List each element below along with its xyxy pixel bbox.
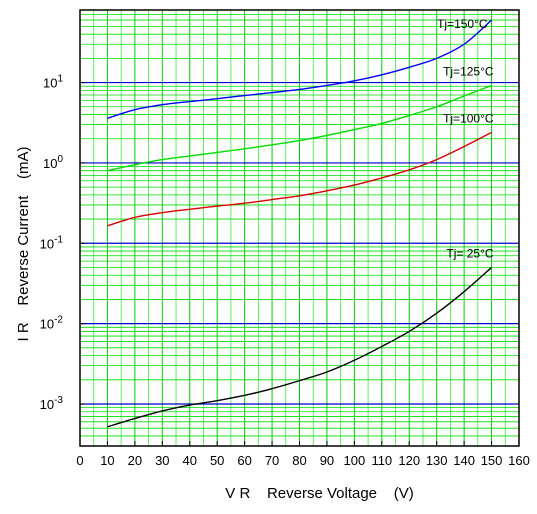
- y-tick-label: 10-2: [40, 315, 64, 332]
- series-line: [107, 19, 493, 119]
- x-tick-label: 80: [292, 453, 306, 468]
- x-tick-label: 100: [344, 453, 366, 468]
- series-labels: Tj=150°C Tj=125°C Tj=100°C Tj= 25°C: [437, 17, 494, 260]
- x-tick-label: 50: [210, 453, 224, 468]
- x-tick-label: 40: [183, 453, 197, 468]
- x-tick-label: 20: [128, 453, 142, 468]
- x-tick-labels: 0 10 20 30 40 50 60 70 80 90 100 110 120 130 140 150 160: [76, 441, 530, 468]
- x-tick-label: 10: [100, 453, 114, 468]
- x-tick-label: 110: [371, 453, 392, 468]
- x-tick-label: 130: [426, 453, 448, 468]
- x-tick-label: 120: [398, 453, 420, 468]
- x-tick-label: 140: [453, 453, 475, 468]
- x-tick-label: 90: [320, 453, 334, 468]
- series-line: [107, 266, 493, 428]
- series-label: Tj=100°C: [443, 111, 494, 125]
- series-line: [107, 131, 492, 227]
- x-tick-label: 60: [237, 453, 251, 468]
- y-tick-labels: 10-3 10-2 10-1 100 101: [40, 74, 85, 412]
- x-tick-label: 0: [76, 453, 83, 468]
- series-label: Tj= 25°C: [446, 246, 493, 260]
- y-tick-label: 10-3: [40, 395, 64, 412]
- x-axis-title: V R Reverse Voltage (V): [225, 485, 413, 502]
- y-tick-label: 100: [43, 154, 63, 171]
- grid: [80, 10, 519, 447]
- series-label: Tj=125°C: [443, 64, 494, 78]
- x-tick-label: 70: [265, 453, 279, 468]
- series-lines: [107, 19, 493, 428]
- y-tick-label: 101: [43, 74, 63, 91]
- y-tick-label: 10-1: [40, 234, 64, 251]
- x-tick-label: 30: [155, 453, 169, 468]
- y-axis-title: I R Reverse Current (mA): [15, 146, 32, 341]
- series-label: Tj=150°C: [437, 17, 488, 31]
- series-line: [107, 84, 492, 172]
- x-tick-label: 160: [508, 453, 530, 468]
- x-tick-label: 150: [481, 453, 503, 468]
